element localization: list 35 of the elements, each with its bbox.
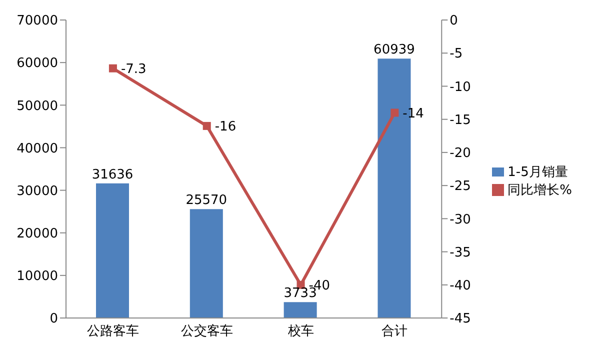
- data-label: 31636: [92, 167, 134, 182]
- bar: [190, 209, 223, 318]
- y-tick-label: 50000: [16, 98, 58, 114]
- data-label: 60939: [374, 42, 415, 58]
- y-tick-label: 70000: [16, 14, 58, 29]
- point: [202, 122, 211, 130]
- y-tick-label: 60000: [16, 56, 58, 72]
- y2-tick-label: -10: [450, 80, 471, 95]
- x-tick-label: 公交客车: [180, 323, 233, 340]
- data-label: -7.3: [120, 62, 146, 77]
- y-tick-label: 20000: [16, 226, 58, 242]
- y-tick-label: 40000: [16, 141, 58, 156]
- x-tick-label: 校车: [286, 324, 314, 340]
- x-tick-label: 合计: [382, 324, 408, 340]
- point: [108, 64, 117, 72]
- y2-tick-label: -15: [450, 112, 471, 128]
- point: [390, 108, 399, 117]
- y2-tick-label: -40: [450, 278, 471, 294]
- y2-tick-label: -45: [450, 312, 471, 327]
- legend-label: 同比增长%: [508, 182, 572, 198]
- data-label: 25570: [186, 193, 228, 208]
- y2-tick-label: 0: [450, 14, 458, 29]
- bar: [284, 302, 317, 318]
- y-tick-label: 10000: [16, 269, 58, 284]
- bar: [96, 183, 129, 318]
- legend-label: 1-5月销量: [508, 164, 568, 180]
- y2-tick-label: -30: [450, 212, 471, 228]
- y-tick-label: 0: [50, 312, 58, 327]
- y2-tick-label: -5: [450, 46, 463, 62]
- x-tick-label: 公路客车: [86, 323, 139, 340]
- data-label: -16: [214, 120, 236, 135]
- y2-tick-label: -25: [450, 179, 471, 194]
- y2-tick-label: -35: [450, 245, 471, 260]
- y2-tick-label: -20: [450, 146, 471, 162]
- y-tick-label: 30000: [16, 184, 58, 199]
